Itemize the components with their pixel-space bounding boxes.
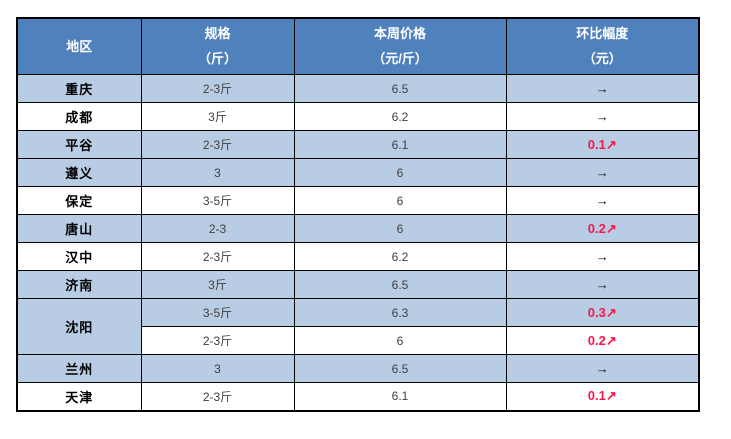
table-row: 保定 3-5斤 6 →	[16, 186, 700, 215]
region-cell: 成都	[16, 102, 142, 131]
spec-cell: 2-3	[140, 214, 295, 243]
price-cell: 6	[293, 158, 507, 187]
price-cell: 6.1	[293, 130, 507, 159]
table-row: 兰州 3 6.5 →	[16, 354, 700, 383]
region-cell: 汉中	[16, 242, 142, 271]
spec-cell: 2-3斤	[140, 382, 295, 411]
price-cell: 6	[293, 186, 507, 215]
header-cell-price: 本周价格 （元/斤）	[293, 17, 507, 75]
header-change-label: 环比幅度	[576, 26, 629, 41]
spec-cell: 3	[140, 354, 295, 383]
price-table: 地区 规格 （斤） 本周价格 （元/斤） 环比幅度 （元） 重庆 2-3斤 6.5 →…	[16, 17, 700, 412]
price-cell: 6.5	[293, 74, 507, 103]
region-cell: 济南	[16, 270, 142, 299]
price-cell: 6	[293, 326, 507, 355]
change-cell: →	[505, 242, 700, 271]
table-row: 成都 3斤 6.2 →	[16, 102, 700, 131]
change-cell: →	[505, 270, 700, 299]
change-cell: 0.3↗	[505, 298, 700, 327]
header-row: 地区 规格 （斤） 本周价格 （元/斤） 环比幅度 （元）	[16, 17, 700, 75]
spec-cell: 3-5斤	[140, 186, 295, 215]
header-price-unit: （元/斤）	[372, 51, 428, 66]
region-cell: 平谷	[16, 130, 142, 159]
region-cell: 遵义	[16, 158, 142, 187]
table-row: 重庆 2-3斤 6.5 →	[16, 74, 700, 103]
spec-cell: 3-5斤	[140, 298, 295, 327]
header-cell-change: 环比幅度 （元）	[505, 17, 700, 75]
header-region-label: 地区	[66, 38, 93, 54]
change-cell: →	[505, 158, 700, 187]
price-table-body: 重庆 2-3斤 6.5 → 成都 3斤 6.2 → 平谷 2-3斤 6.1 0.1↗ 遵义 3 6 → 保定 3-…	[16, 74, 700, 411]
header-change-unit: （元）	[582, 51, 622, 66]
price-cell: 6.1	[293, 382, 507, 411]
table-row: 平谷 2-3斤 6.1 0.1↗	[16, 130, 700, 159]
table-row: 天津 2-3斤 6.1 0.1↗	[16, 382, 700, 411]
header-spec-label: 规格	[204, 26, 231, 41]
change-cell: 0.2↗	[505, 326, 700, 355]
change-cell: →	[505, 74, 700, 103]
spec-cell: 3	[140, 158, 295, 187]
price-cell: 6.2	[293, 102, 507, 131]
header-cell-spec: 规格 （斤）	[140, 17, 295, 75]
spec-cell: 2-3斤	[140, 242, 295, 271]
table-row: 沈阳 3-5斤 6.3 0.3↗	[16, 298, 700, 355]
price-cell: 6.5	[293, 354, 507, 383]
spec-cell: 2-3斤	[140, 74, 295, 103]
change-cell: →	[505, 186, 700, 215]
change-cell: →	[505, 354, 700, 383]
price-cell: 6	[293, 214, 507, 243]
table-row: 唐山 2-3 6 0.2↗	[16, 214, 700, 243]
table-row: 汉中 2-3斤 6.2 →	[16, 242, 700, 271]
price-cell: 6.2	[293, 242, 507, 271]
table-row: 遵义 3 6 →	[16, 158, 700, 187]
change-cell: 0.1↗	[505, 382, 700, 411]
spec-cell: 3斤	[140, 270, 295, 299]
region-cell: 重庆	[16, 74, 142, 103]
region-cell: 唐山	[16, 214, 142, 243]
price-cell: 6.5	[293, 270, 507, 299]
price-table-header: 地区 规格 （斤） 本周价格 （元/斤） 环比幅度 （元）	[16, 17, 700, 75]
header-cell-region: 地区	[16, 17, 142, 75]
header-price-label: 本周价格	[373, 26, 426, 41]
change-cell: 0.2↗	[505, 214, 700, 243]
table-row: 济南 3斤 6.5 →	[16, 270, 700, 299]
region-cell: 保定	[16, 186, 142, 215]
region-cell: 天津	[16, 382, 142, 411]
table-row: 2-3斤 6 0.2↗	[17, 326, 700, 355]
header-spec-unit: （斤）	[197, 51, 237, 66]
change-cell: →	[505, 102, 700, 131]
price-cell: 6.3	[293, 298, 507, 327]
spec-cell: 2-3斤	[140, 130, 295, 159]
spec-cell: 3斤	[140, 102, 295, 131]
region-cell: 沈阳	[16, 298, 142, 355]
spec-cell: 2-3斤	[140, 326, 295, 355]
region-cell: 兰州	[16, 354, 142, 383]
change-cell: 0.1↗	[505, 130, 700, 159]
